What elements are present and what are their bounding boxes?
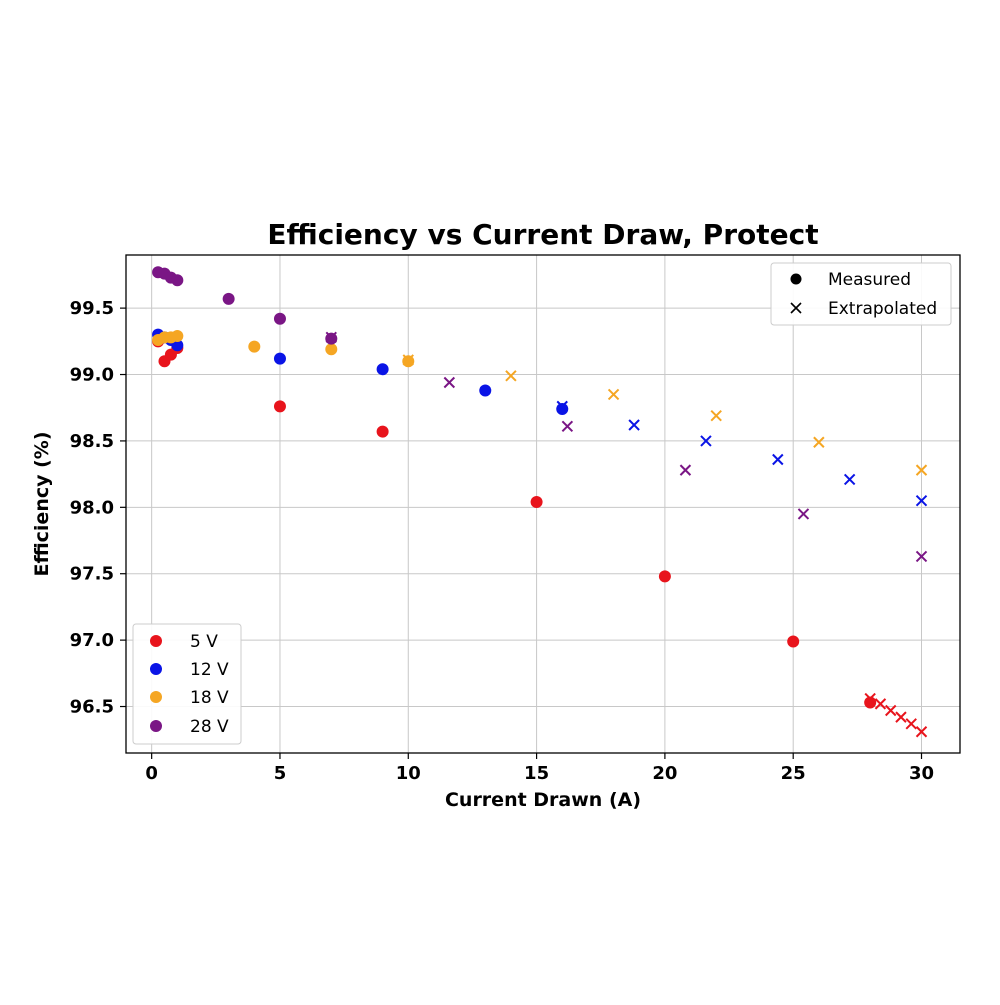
legend-28v-label: 28 V bbox=[190, 717, 229, 737]
legend-5v-label: 5 V bbox=[190, 632, 218, 652]
point-extrapolated-5v bbox=[895, 711, 907, 723]
x-tick-label: 15 bbox=[524, 763, 549, 784]
legend-markers-frame bbox=[770, 262, 952, 326]
plot-frame bbox=[125, 254, 961, 754]
point-extrapolated-5v bbox=[885, 704, 897, 717]
x-axis-label: Current Drawn (A) bbox=[445, 789, 641, 811]
point-extrapolated-5v bbox=[864, 692, 876, 705]
point-extrapolated-28v bbox=[797, 508, 810, 520]
point-measured-28v bbox=[171, 274, 184, 287]
x-tick-label: 0 bbox=[145, 763, 158, 784]
point-measured-5v bbox=[376, 425, 389, 438]
point-extrapolated-18v bbox=[607, 388, 620, 401]
legend-markers-box: Measured Extrapolated bbox=[770, 262, 952, 326]
x-tick-label: 25 bbox=[781, 763, 806, 784]
legend-12v-marker bbox=[150, 663, 162, 675]
point-extrapolated-18v bbox=[915, 464, 928, 476]
point-extrapolated-12v bbox=[556, 400, 568, 413]
point-measured-5v bbox=[787, 635, 800, 648]
point-measured-28v bbox=[222, 292, 235, 305]
point-extrapolated-5v bbox=[915, 726, 928, 738]
legend-extrapolated-marker bbox=[790, 302, 802, 314]
y-axis-label: Efficiency (%) bbox=[31, 431, 53, 576]
point-measured-5v bbox=[530, 496, 543, 509]
grid-lines bbox=[126, 255, 960, 753]
point-extrapolated-28v bbox=[325, 331, 337, 344]
point-extrapolated-5v bbox=[874, 698, 887, 710]
x-tick-label: 10 bbox=[396, 763, 421, 784]
legend-measured-label: Measured bbox=[828, 270, 911, 290]
point-measured-18v bbox=[248, 340, 261, 353]
point-measured-12v bbox=[479, 384, 492, 397]
x-tick-label: 30 bbox=[909, 763, 934, 784]
point-extrapolated-28v bbox=[915, 550, 928, 563]
x-tick-label: 5 bbox=[274, 763, 287, 784]
data-points bbox=[152, 266, 928, 738]
point-extrapolated-12v bbox=[700, 435, 712, 447]
point-measured-5v bbox=[864, 696, 877, 709]
point-measured-12v bbox=[376, 363, 389, 376]
point-measured-12v bbox=[171, 339, 184, 352]
point-measured-18v bbox=[325, 343, 338, 356]
point-extrapolated-12v bbox=[843, 473, 856, 486]
y-tick-label: 98.0 bbox=[70, 497, 114, 518]
point-extrapolated-28v bbox=[679, 464, 692, 476]
y-tick-label: 96.5 bbox=[70, 697, 114, 718]
legend-28v-marker bbox=[150, 720, 162, 732]
point-extrapolated-28v bbox=[443, 376, 456, 389]
legend-series-box: 5 V 12 V 18 V 28 V bbox=[132, 623, 242, 745]
point-extrapolated-18v bbox=[813, 436, 825, 448]
legend-measured-marker bbox=[790, 273, 802, 285]
point-measured-12v bbox=[556, 403, 569, 416]
point-measured-5v bbox=[273, 400, 286, 413]
point-extrapolated-5v bbox=[905, 718, 917, 730]
point-extrapolated-18v bbox=[505, 370, 517, 382]
legend-series-frame bbox=[132, 623, 242, 745]
y-tick-label: 99.5 bbox=[70, 298, 114, 319]
point-measured-18v bbox=[171, 330, 184, 343]
legend-18v-marker bbox=[150, 691, 162, 703]
point-extrapolated-12v bbox=[628, 419, 640, 431]
legend-18v-label: 18 V bbox=[190, 688, 229, 708]
chart-title: Efficiency vs Current Draw, Protect bbox=[267, 218, 818, 251]
point-extrapolated-18v bbox=[402, 354, 414, 366]
point-measured-12v bbox=[273, 352, 286, 365]
legend-5v-marker bbox=[150, 635, 162, 647]
y-tick-label: 99.0 bbox=[70, 365, 114, 386]
point-extrapolated-12v bbox=[772, 453, 784, 466]
y-tick-label: 98.5 bbox=[70, 431, 114, 452]
point-measured-5v bbox=[658, 570, 671, 583]
point-extrapolated-28v bbox=[561, 420, 574, 433]
point-extrapolated-18v bbox=[710, 409, 722, 422]
x-tick-label: 20 bbox=[652, 763, 677, 784]
point-extrapolated-12v bbox=[915, 494, 928, 507]
point-measured-28v bbox=[273, 312, 286, 325]
legend-12v-label: 12 V bbox=[190, 660, 229, 680]
y-tick-label: 97.5 bbox=[70, 564, 114, 585]
axis-ticks: 0 5 10 15 20 25 30 96.5 97.0 97.5 98.0 98.5 99.0 99.5 bbox=[70, 298, 934, 784]
legend-extrapolated-label: Extrapolated bbox=[828, 299, 937, 319]
y-tick-label: 97.0 bbox=[70, 630, 114, 651]
